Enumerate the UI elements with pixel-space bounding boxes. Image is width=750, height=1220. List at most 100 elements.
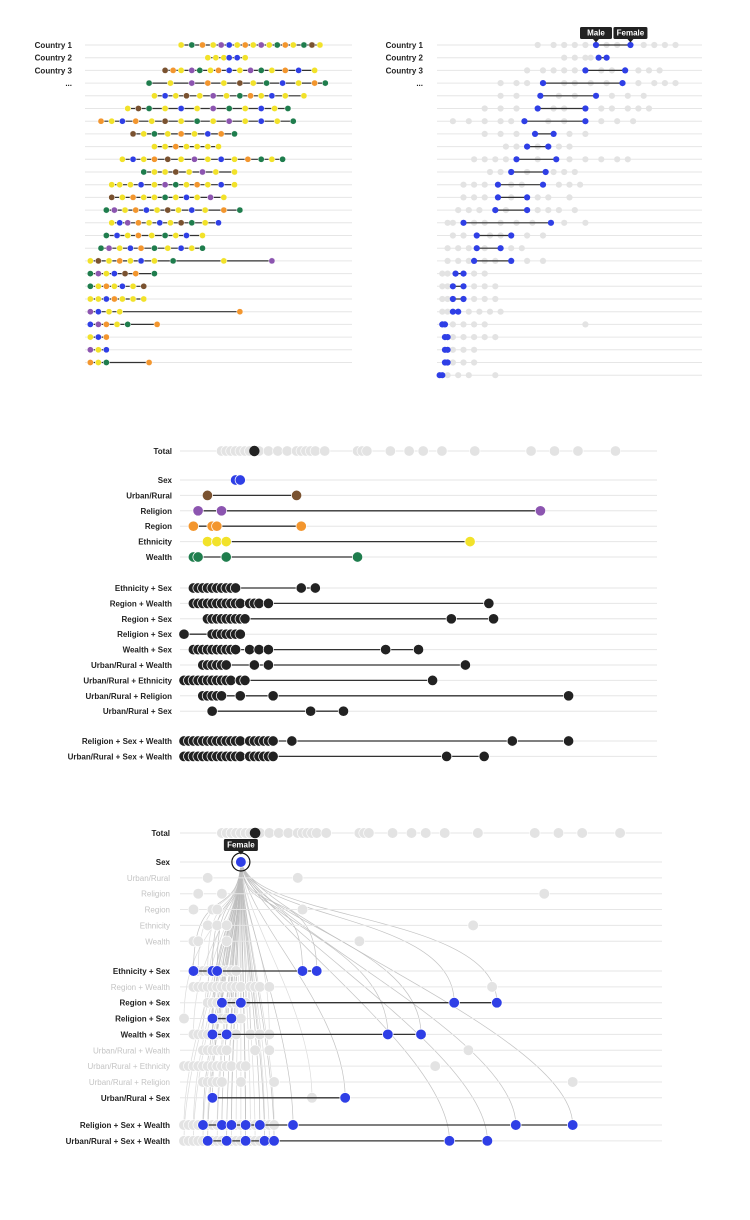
ghost-dot	[319, 445, 331, 457]
group-dot	[167, 79, 174, 87]
ghost-dot	[672, 41, 679, 49]
group-dot	[95, 333, 102, 341]
ghost-dot	[481, 118, 488, 125]
female-dot	[508, 257, 515, 264]
group-dot	[487, 613, 500, 625]
group-dot	[140, 194, 148, 201]
group-dot	[161, 232, 169, 239]
female-dot	[216, 997, 228, 1009]
group-dot	[185, 168, 193, 176]
group-dot	[183, 181, 190, 189]
group-dot	[225, 674, 237, 686]
ghost-dot	[624, 105, 631, 112]
group-dot	[311, 67, 318, 74]
group-dot	[204, 130, 212, 138]
female-dot	[627, 41, 634, 49]
group-dot	[248, 659, 260, 671]
group-dot	[217, 41, 225, 49]
breakdown-label: Urban/Rural + Sex + Wealth	[66, 1137, 170, 1146]
female-dot	[491, 997, 503, 1009]
ghost-dot	[534, 194, 541, 201]
ghost-dot	[492, 156, 499, 163]
group-dot	[247, 67, 254, 74]
ghost-dot	[614, 118, 621, 125]
group-dot	[196, 92, 204, 100]
ghost-dot	[555, 207, 563, 214]
ghost-dot	[561, 67, 568, 74]
group-dot	[215, 143, 222, 150]
ghost-dot	[449, 346, 456, 353]
group-dot	[289, 117, 297, 125]
group-dot	[169, 67, 177, 74]
group-dot	[111, 270, 118, 277]
group-dot	[464, 536, 476, 548]
group-dot	[239, 674, 251, 686]
ghost-dot	[534, 41, 541, 49]
row-label: Country 3	[386, 66, 424, 75]
male-dot	[595, 54, 602, 61]
ghost-dot	[502, 156, 509, 163]
male-dot	[471, 257, 478, 264]
connection-line	[240, 861, 303, 972]
group-dot	[380, 644, 392, 656]
group-dot	[211, 520, 223, 532]
ghost-dot	[309, 445, 321, 457]
female-dot	[460, 295, 467, 303]
group-dot	[321, 79, 329, 87]
ghost-dot	[320, 827, 332, 839]
group-dot	[212, 168, 220, 176]
group-dot	[178, 628, 190, 640]
ghost-dot	[481, 130, 488, 137]
group-dot	[289, 41, 297, 49]
ghost-dot	[476, 308, 483, 315]
female-dot	[539, 181, 547, 188]
ghost-dot	[311, 827, 323, 839]
group-dot	[199, 244, 206, 252]
male-dot	[534, 105, 541, 112]
female-dot	[225, 1012, 238, 1025]
breakdown-label: Sex	[158, 476, 173, 485]
ghost-dot	[561, 168, 568, 176]
group-dot	[207, 67, 214, 74]
group-dot	[279, 155, 286, 163]
group-dot	[234, 735, 246, 747]
ghost-dot	[630, 118, 637, 125]
female-dot	[460, 283, 467, 290]
group-dot	[265, 41, 273, 49]
group-dot	[108, 219, 116, 227]
group-dot	[188, 206, 196, 214]
ghost-dot	[221, 935, 233, 947]
group-dot	[177, 130, 185, 138]
ghost-dot	[513, 92, 520, 99]
ghost-dot	[645, 105, 653, 112]
female-dot	[443, 1135, 456, 1147]
ghost-dot	[254, 981, 266, 993]
ghost-dot	[492, 334, 499, 341]
male-dot	[531, 130, 539, 137]
male-dot	[521, 118, 528, 125]
ghost-dot	[481, 194, 488, 201]
ghost-dot	[539, 257, 547, 264]
group-dot	[95, 308, 102, 316]
ghost-dot	[513, 80, 520, 87]
group-dot	[135, 232, 142, 239]
group-dot	[86, 257, 94, 265]
ghost-dot	[614, 156, 621, 163]
group-dot	[167, 219, 174, 227]
group-dot	[124, 232, 132, 239]
ghost-dot	[449, 232, 456, 239]
ghost-dot	[272, 445, 284, 457]
group-dot	[95, 295, 102, 303]
group-dot	[262, 644, 274, 656]
female-dot	[524, 194, 531, 201]
group-dot	[351, 551, 364, 563]
ghost-dot	[624, 156, 631, 163]
group-dot	[161, 117, 169, 125]
ghost-dot	[552, 827, 565, 839]
female-dot	[603, 54, 610, 61]
ghost-dot	[651, 41, 658, 49]
ghost-dot	[539, 67, 547, 74]
ghost-dot	[455, 372, 462, 379]
row-label: Country 2	[386, 54, 424, 63]
